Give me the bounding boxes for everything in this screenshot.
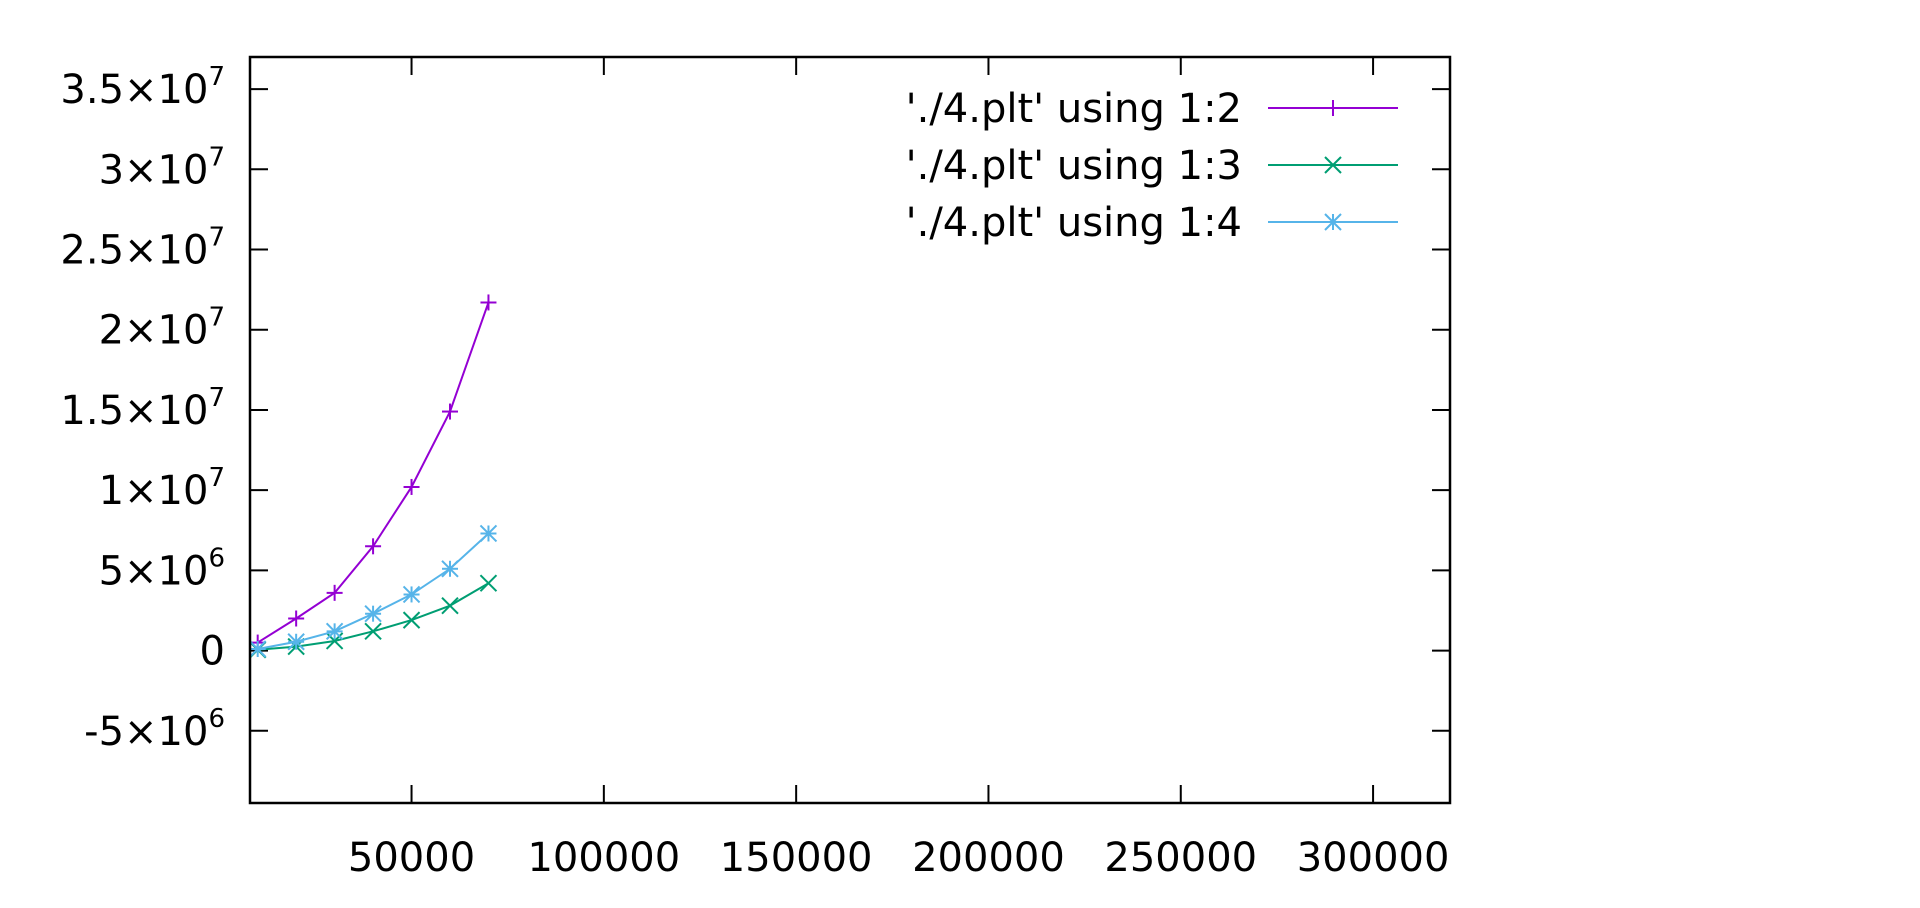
marker-stroke: [364, 622, 382, 641]
marker-stroke: [479, 524, 498, 543]
marker-stroke: [287, 633, 305, 651]
y-tick-mantissa: 5×10: [99, 548, 209, 594]
y-tick-label: 1.5×107: [60, 383, 225, 434]
data-point: [364, 604, 382, 623]
data-point: [480, 294, 497, 311]
data-point: [287, 633, 305, 651]
data-point: [403, 478, 420, 495]
data-point: [479, 524, 498, 543]
y-tick-label: 1×107: [99, 463, 225, 514]
y-tick-exponent: 7: [208, 142, 225, 172]
legend-entry: './4.plt' using 1:3: [906, 143, 1398, 189]
marker-stroke: [364, 604, 382, 623]
y-tick-exponent: 7: [208, 62, 225, 92]
marker-stroke: [402, 611, 421, 629]
y-axis-ticks: 3.5×1073×1072.5×1072×1071.5×1071×1075×10…: [60, 62, 1450, 755]
data-point: [441, 560, 459, 578]
y-tick-exponent: 7: [208, 463, 225, 493]
series-line: [257, 302, 490, 644]
y-tick-mantissa: -5×10: [84, 709, 208, 755]
y-tick-mantissa: 2.5×10: [60, 228, 208, 274]
series-3: [248, 524, 498, 658]
data-point: [248, 640, 267, 658]
y-tick-label: 5×106: [99, 543, 225, 594]
y-tick-label: 2×107: [99, 303, 225, 354]
marker-stroke: [248, 640, 267, 658]
marker-stroke: [402, 585, 421, 604]
legend-label: './4.plt' using 1:2: [906, 86, 1242, 132]
y-tick-mantissa: 3.5×10: [60, 67, 208, 113]
data-point: [442, 403, 458, 420]
y-tick-exponent: 7: [208, 303, 225, 333]
plot-area-border: [248, 55, 1452, 805]
legend-entry: './4.plt' using 1:2: [906, 86, 1398, 132]
data-point: [326, 584, 343, 601]
x-tick-label: 300000: [1297, 835, 1450, 881]
legend-entry: './4.plt' using 1:4: [906, 200, 1398, 246]
x-axis-ticks: 50000 100000 150000 200000 250000 300000: [348, 57, 1450, 881]
legend-label: './4.plt' using 1:4: [906, 200, 1242, 246]
y-tick-mantissa: 0: [200, 629, 225, 675]
plot-series: [248, 294, 498, 659]
y-tick-mantissa: 3×10: [99, 147, 209, 193]
y-tick-mantissa: 2×10: [99, 308, 209, 354]
marker-stroke: [325, 622, 344, 641]
x-tick-label: 50000: [348, 835, 475, 881]
y-tick-exponent: 6: [208, 704, 225, 734]
legend-marker: [1324, 213, 1342, 231]
data-point: [441, 596, 459, 615]
y-tick-exponent: 7: [208, 383, 225, 413]
y-tick-mantissa: 1.5×10: [60, 388, 208, 434]
marker-stroke: [441, 560, 459, 578]
x-tick-label: 100000: [527, 835, 680, 881]
y-tick-label: 3×107: [99, 142, 225, 193]
marker-stroke: [441, 596, 459, 615]
data-point: [402, 585, 421, 604]
data-point: [479, 574, 498, 592]
x-tick-label: 250000: [1104, 835, 1257, 881]
marker-stroke: [479, 574, 498, 592]
series-1: [249, 294, 497, 651]
marker-stroke: [1324, 213, 1342, 231]
legend: './4.plt' using 1:2 './4.plt' using 1:3 '.…: [906, 86, 1398, 246]
y-tick-label: -5×106: [84, 704, 225, 755]
y-tick-label: 2.5×107: [60, 223, 225, 274]
x-tick-label: 200000: [912, 835, 1065, 881]
y-tick-exponent: 6: [208, 543, 225, 573]
data-point: [288, 610, 305, 627]
legend-label: './4.plt' using 1:3: [906, 143, 1242, 189]
y-tick-mantissa: 1×10: [99, 468, 209, 514]
y-tick-label: 3.5×107: [60, 62, 225, 113]
data-point: [325, 622, 344, 641]
marker-stroke: [1324, 156, 1342, 174]
y-tick-label: 0: [200, 629, 225, 675]
legend-marker: [1325, 100, 1341, 116]
legend-marker: [1324, 156, 1342, 174]
x-tick-label: 150000: [720, 835, 873, 881]
y-tick-exponent: 7: [208, 223, 225, 253]
data-point: [364, 622, 382, 641]
data-point: [365, 538, 382, 555]
data-point: [402, 611, 421, 629]
